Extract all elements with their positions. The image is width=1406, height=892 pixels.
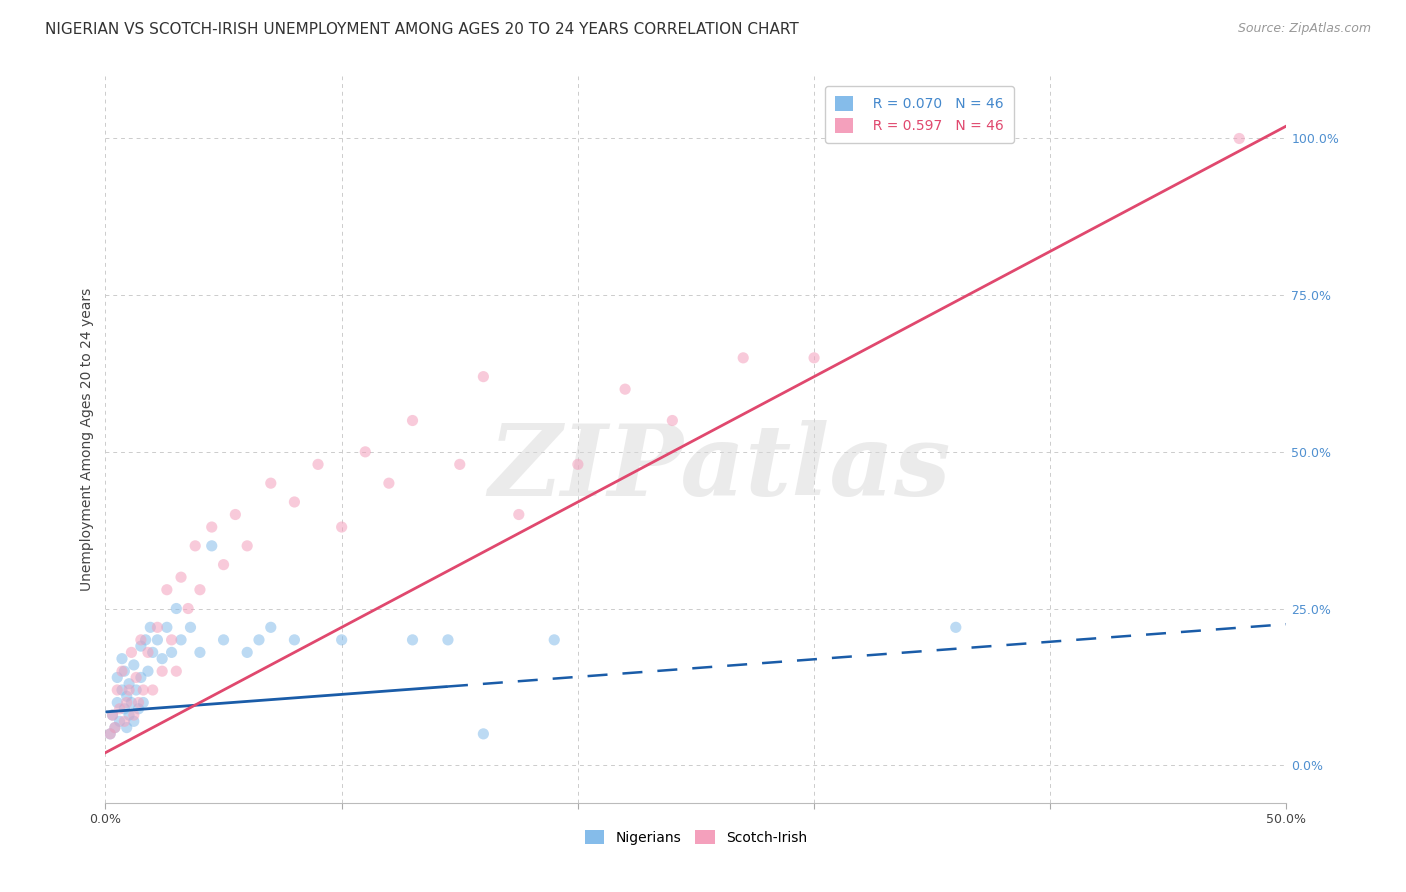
Point [733,351,755,365]
Point [170,632,193,647]
Point [165,601,187,615]
Point [378,476,401,491]
Point [142,683,165,698]
Point [150,664,173,678]
Point [112,714,135,729]
Point [150,651,173,665]
Point [120,645,142,659]
Point [118,708,141,723]
Point [146,632,169,647]
Point [115,690,138,704]
Point [132,683,155,698]
Point [115,721,138,735]
Point [142,645,165,659]
Point [135,632,157,647]
Point [188,582,211,597]
Point [105,670,128,684]
Point [108,714,131,729]
Point [105,683,128,698]
Point [104,721,127,735]
Point [122,714,145,729]
Point [224,508,246,522]
Point [160,645,183,659]
Text: ZIPatlas: ZIPatlas [488,420,950,516]
Point [170,570,193,584]
Point [614,382,637,396]
Point [188,645,211,659]
Point [111,683,134,698]
Point [129,632,152,647]
Point [128,696,150,710]
Point [156,620,179,634]
Point [136,645,159,659]
Point [139,620,162,634]
Point [112,702,135,716]
Point [118,677,141,691]
Point [98,727,121,741]
Point [201,539,224,553]
Point [128,702,150,716]
Point [437,632,460,647]
Point [201,520,224,534]
Point [165,664,187,678]
Point [108,702,131,716]
Point [283,632,305,647]
Point [112,664,135,678]
Point [156,582,179,597]
Point [101,708,124,723]
Point [122,708,145,723]
Point [543,632,565,647]
Point [125,683,148,698]
Point [449,458,471,472]
Point [330,632,353,647]
Point [472,727,495,741]
Point [104,721,127,735]
Point [567,458,589,472]
Point [122,657,145,672]
Point [260,476,283,491]
Point [508,508,530,522]
Point [179,620,201,634]
Point [136,664,159,678]
Point [101,708,124,723]
Point [307,458,329,472]
Point [129,639,152,653]
Point [236,539,259,553]
Y-axis label: Unemployment Among Ages 20 to 24 years: Unemployment Among Ages 20 to 24 years [80,288,94,591]
Point [401,413,423,427]
Point [401,632,423,647]
Point [236,645,259,659]
Point [803,351,825,365]
Point [330,520,353,534]
Point [129,670,152,684]
Point [115,696,138,710]
Point [160,632,183,647]
Point [111,651,134,665]
Point [177,601,200,615]
Point [111,664,134,678]
Legend: Nigerians, Scotch-Irish: Nigerians, Scotch-Irish [579,824,813,850]
Point [661,413,683,427]
Point [260,620,283,634]
Point [283,495,305,509]
Point [105,696,128,710]
Point [354,445,377,459]
Point [212,632,235,647]
Point [247,632,270,647]
Text: NIGERIAN VS SCOTCH-IRISH UNEMPLOYMENT AMONG AGES 20 TO 24 YEARS CORRELATION CHAR: NIGERIAN VS SCOTCH-IRISH UNEMPLOYMENT AM… [45,22,799,37]
Point [120,696,142,710]
Point [118,683,141,698]
Point [945,620,967,634]
Point [1227,131,1250,145]
Point [125,670,148,684]
Point [98,727,121,741]
Point [184,539,207,553]
Point [132,696,155,710]
Point [146,620,169,634]
Text: Source: ZipAtlas.com: Source: ZipAtlas.com [1237,22,1371,36]
Point [472,369,495,384]
Point [212,558,235,572]
